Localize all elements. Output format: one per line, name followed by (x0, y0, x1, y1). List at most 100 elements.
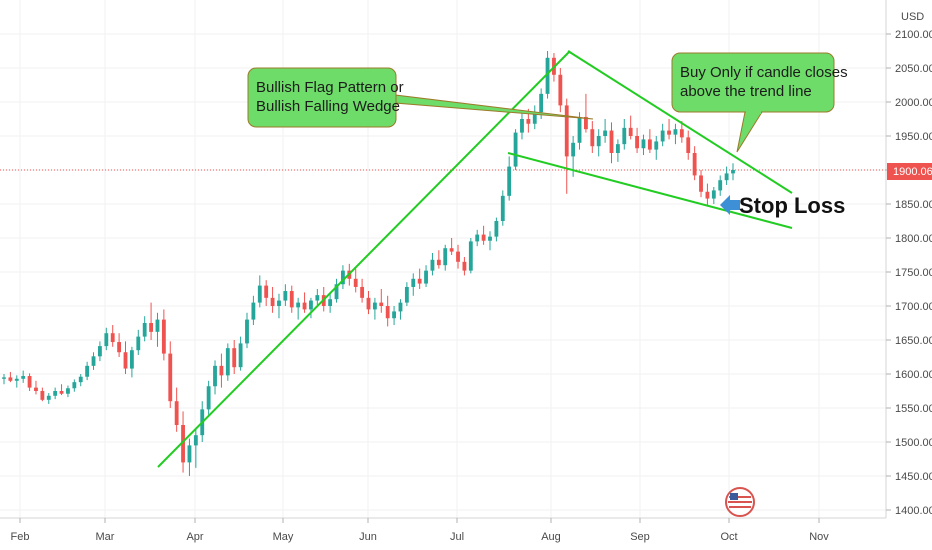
candle-body (532, 112, 537, 124)
candle-body (417, 278, 422, 284)
candle (296, 297, 301, 320)
candle-body (635, 136, 639, 149)
candle (718, 175, 723, 196)
candle-body (53, 391, 58, 396)
candle-body (123, 352, 128, 369)
candle-body (34, 387, 38, 391)
candle (232, 340, 237, 374)
candle-body (456, 251, 460, 262)
candle-body (66, 388, 70, 394)
price-tick-label: 1600.00 (895, 369, 932, 381)
candle (686, 130, 691, 160)
candle (110, 325, 115, 347)
candle-body (411, 278, 416, 287)
time-tick-label: Nov (809, 531, 829, 543)
candle (315, 289, 320, 306)
candle-body (72, 382, 77, 389)
candle (14, 375, 19, 388)
candle (520, 112, 524, 140)
candle (699, 170, 703, 198)
price-tick-label: 1850.00 (895, 199, 932, 211)
stop-loss-label: Stop Loss (739, 193, 845, 218)
candle-body (161, 319, 166, 354)
candle-body (641, 139, 646, 149)
candle (91, 352, 96, 370)
candle-body (168, 353, 173, 402)
candle (404, 282, 409, 306)
candle (328, 293, 333, 313)
candle (641, 134, 646, 156)
price-axis-currency: USD (901, 11, 924, 23)
candle-body (296, 302, 301, 308)
candle-body (392, 311, 396, 319)
candle (596, 129, 601, 157)
candle-body (615, 144, 620, 153)
price-tick-label: 1700.00 (895, 301, 932, 313)
candle (411, 273, 416, 296)
candle-body (596, 136, 601, 147)
price-tick-label: 2050.00 (895, 63, 932, 75)
candle-body (584, 116, 588, 130)
candle-body (667, 130, 671, 135)
candle (53, 387, 58, 400)
candle-body (142, 323, 147, 337)
candle-body (603, 130, 608, 136)
candle-body (104, 333, 109, 347)
candle-body (257, 285, 262, 303)
candle (449, 238, 454, 255)
candle (46, 393, 51, 404)
candle-body (206, 386, 211, 410)
time-tick-label: Oct (720, 531, 737, 543)
candle (507, 156, 512, 201)
arrow-left-icon (720, 195, 740, 215)
time-tick-label: May (273, 531, 294, 543)
candle-body (622, 127, 627, 145)
candle-body (302, 302, 307, 310)
candle-body (59, 391, 64, 394)
candle (372, 297, 377, 320)
candle-body (526, 119, 531, 124)
candle-body (424, 270, 428, 284)
candle-body (289, 291, 294, 308)
candle (705, 183, 710, 206)
candle (622, 119, 627, 150)
candle-body (334, 284, 339, 300)
candle-body (398, 302, 403, 312)
candle-body (181, 425, 185, 463)
candle (513, 129, 518, 170)
candle-body (8, 377, 13, 381)
candle (251, 295, 256, 326)
candle-body (372, 302, 377, 310)
candle (187, 438, 192, 476)
price-tick-label: 1550.00 (895, 403, 932, 415)
candle-body (686, 137, 691, 153)
candle (206, 380, 211, 415)
candle-body (571, 142, 576, 157)
candle-body (110, 333, 115, 343)
candle-body (724, 173, 729, 181)
candle (59, 384, 64, 396)
candle (270, 286, 275, 313)
price-tick-label: 1750.00 (895, 267, 932, 279)
candle-body (353, 278, 358, 287)
time-axis[interactable]: Feb Mar Apr May Jun Jul Aug Sep Oct Nov (11, 518, 830, 543)
candle (417, 268, 422, 289)
candles (2, 51, 735, 476)
candle-body (85, 365, 90, 377)
candle-body (379, 302, 384, 306)
current-price-badge: 1900.06 (887, 163, 932, 180)
candle (392, 306, 396, 326)
candle-body (705, 191, 710, 199)
candle (456, 244, 460, 269)
candle-body (647, 139, 652, 150)
candle (78, 374, 83, 387)
callout2-line2: above the trend line (680, 83, 812, 100)
price-tick-label: 1500.00 (895, 437, 932, 449)
candle (174, 387, 179, 432)
candle (277, 293, 281, 319)
price-tick-label: 1450.00 (895, 471, 932, 483)
candle-body (673, 129, 678, 135)
candle (692, 146, 697, 181)
callout2-line1: Buy Only if candle closes (680, 64, 848, 81)
